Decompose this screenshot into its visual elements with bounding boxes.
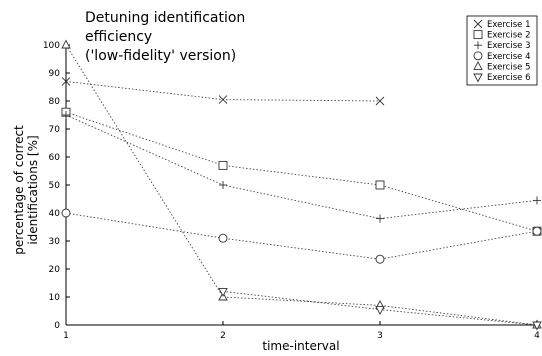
legend-label: Exercise 5 bbox=[487, 62, 530, 72]
y-tick-label: 80 bbox=[49, 97, 61, 107]
y-ticks: 0 10 20 30 40 50 60 70 80 90 100 bbox=[43, 41, 70, 331]
data-point-marker bbox=[533, 196, 541, 205]
legend-marker bbox=[473, 51, 483, 61]
x-ticks: 1 2 3 4 bbox=[63, 321, 540, 341]
series-markers-4 bbox=[61, 208, 542, 264]
series-markers bbox=[61, 39, 542, 331]
title-line-2: efficiency bbox=[85, 29, 152, 45]
legend-marker bbox=[473, 60, 483, 70]
series-line-4 bbox=[65, 212, 538, 260]
legend-item: Exercise 6 bbox=[473, 73, 530, 83]
legend-marker bbox=[473, 30, 483, 40]
legend-box bbox=[466, 15, 538, 86]
data-point-marker bbox=[532, 321, 542, 331]
data-point-marker bbox=[219, 181, 227, 189]
data-point-marker bbox=[218, 287, 228, 297]
series-lines bbox=[65, 44, 538, 326]
data-point-marker bbox=[375, 306, 385, 316]
data-point-marker bbox=[218, 233, 228, 243]
legend-label: Exercise 6 bbox=[487, 73, 530, 83]
data-point-marker bbox=[61, 77, 71, 86]
data-point-marker bbox=[376, 214, 384, 223]
y-tick-label: 70 bbox=[49, 125, 61, 135]
data-point-marker bbox=[375, 254, 385, 264]
legend-label: Exercise 1 bbox=[487, 20, 530, 30]
x-tick-label: 2 bbox=[220, 331, 226, 341]
y-tick-label: 20 bbox=[49, 265, 61, 275]
data-point-marker bbox=[218, 95, 228, 104]
data-point-marker bbox=[218, 160, 228, 170]
legend-item: Exercise 4 bbox=[473, 51, 530, 62]
title-line-3: ('low-fidelity' version) bbox=[85, 48, 236, 64]
x-tick-label: 4 bbox=[534, 331, 540, 341]
legend-label: Exercise 2 bbox=[487, 31, 530, 41]
y-tick-label: 0 bbox=[54, 321, 60, 331]
data-point-marker bbox=[62, 111, 70, 119]
title-line-1: Detuning identification bbox=[85, 10, 245, 26]
series-markers-6 bbox=[218, 287, 542, 331]
x-tick-label: 1 bbox=[63, 331, 69, 341]
series-markers-1 bbox=[61, 77, 385, 106]
y-tick-label: 10 bbox=[49, 293, 61, 303]
series-markers-2 bbox=[61, 107, 542, 236]
y-tick-label: 40 bbox=[49, 209, 61, 219]
legend-marker bbox=[474, 41, 482, 50]
series-line-3 bbox=[65, 114, 538, 220]
y-tick-label: 100 bbox=[43, 41, 60, 51]
data-point-marker bbox=[61, 39, 71, 49]
y-tick-label: 50 bbox=[49, 181, 61, 191]
legend-item: Exercise 5 bbox=[473, 60, 530, 72]
legend-marker bbox=[473, 19, 483, 29]
x-axis-label: time-interval bbox=[262, 339, 339, 353]
legend-item: Exercise 3 bbox=[474, 41, 530, 51]
legend-marker bbox=[473, 73, 483, 83]
legend-item: Exercise 2 bbox=[473, 30, 530, 41]
series-markers-3 bbox=[62, 111, 541, 223]
y-tick-label: 60 bbox=[49, 153, 61, 163]
legend-label: Exercise 4 bbox=[487, 52, 530, 62]
y-axis-label-line-2: identifications [%] bbox=[26, 135, 40, 244]
chart-title: Detuning identification efficiency ('low… bbox=[85, 10, 245, 64]
data-point-marker bbox=[532, 226, 542, 236]
series-line-2 bbox=[65, 111, 538, 232]
legend-label: Exercise 3 bbox=[487, 41, 530, 51]
data-point-marker bbox=[375, 180, 385, 190]
y-axis-label-line-1: percentage of correct bbox=[12, 125, 26, 255]
data-point-marker bbox=[375, 96, 385, 106]
x-tick-label: 3 bbox=[377, 331, 383, 341]
y-tick-label: 30 bbox=[49, 237, 61, 247]
data-point-marker bbox=[61, 208, 71, 218]
series-line-1 bbox=[65, 80, 381, 102]
plot-area: 0 10 20 30 40 50 60 70 80 90 100 1 2 3 4 bbox=[43, 39, 542, 341]
legend-item: Exercise 1 bbox=[473, 19, 530, 30]
series-line-5 bbox=[65, 44, 538, 326]
y-tick-label: 90 bbox=[49, 69, 61, 79]
y-axis-label: percentage of correct identifications [%… bbox=[12, 125, 40, 255]
